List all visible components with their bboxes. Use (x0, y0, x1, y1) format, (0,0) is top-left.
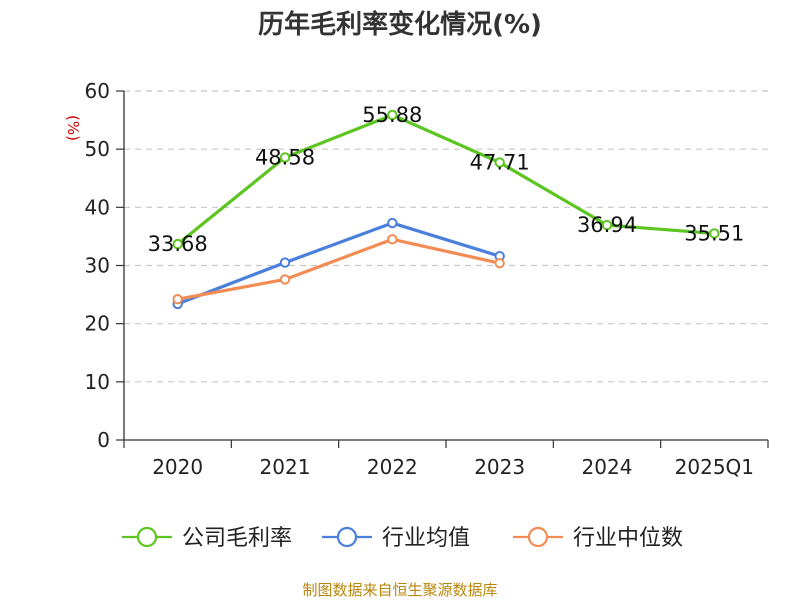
data-point (709, 228, 720, 239)
legend: 公司毛利率 行业均值 行业中位数 (122, 526, 683, 551)
legend-item-2: 行业中位数 (513, 526, 683, 551)
data-label: 33.68 (148, 232, 208, 256)
data-label: 47.71 (470, 150, 530, 174)
source-note: 制图数据来自恒生聚源数据库 (302, 581, 497, 599)
y-tick-label: 30 (85, 254, 110, 278)
series-line-2 (177, 237, 501, 301)
legend-label: 行业均值 (382, 526, 470, 551)
data-point (279, 274, 291, 285)
series-line-0 (176, 113, 715, 246)
y-tick-label: 10 (85, 370, 110, 394)
data-point (387, 109, 398, 121)
data-labels: 33.68 48.58 55.88 47.71 36.94 35.51 (148, 103, 745, 256)
legend-item-0: 公司毛利率 (122, 526, 292, 551)
x-tick-label: 2021 (260, 455, 311, 479)
legend-item-1: 行业均值 (322, 526, 470, 551)
data-point (387, 217, 398, 229)
x-tick-label: 2025Q1 (675, 455, 754, 479)
legend-label: 行业中位数 (573, 526, 683, 551)
x-tick-label: 2020 (152, 455, 203, 479)
y-axis-unit: (%) (64, 115, 82, 141)
grid-lines (124, 90, 768, 383)
axes: 0 10 20 30 40 50 60 2020 2021 2022 2023 2024 2025Q1 (85, 79, 769, 479)
series-line-1 (177, 221, 501, 306)
y-tick-label: 20 (85, 312, 110, 336)
legend-marker (527, 526, 549, 548)
legend-marker (336, 526, 358, 548)
data-label: 48.58 (255, 145, 315, 169)
legend-marker (136, 526, 158, 548)
data-point (494, 157, 505, 168)
data-point (279, 257, 291, 268)
x-tick-label: 2023 (474, 455, 525, 479)
data-point (601, 219, 613, 231)
legend-label: 公司毛利率 (182, 526, 292, 551)
data-point (387, 234, 398, 245)
x-tick-label: 2024 (582, 455, 633, 479)
y-tick-label: 60 (85, 79, 110, 103)
data-label: 36.94 (577, 213, 637, 237)
data-point (279, 152, 291, 163)
data-point (172, 294, 183, 305)
y-tick-label: 50 (85, 137, 110, 161)
data-point (172, 238, 183, 250)
y-tick-label: 40 (85, 195, 110, 219)
y-tick-label: 0 (97, 428, 110, 452)
x-tick-label: 2022 (367, 455, 418, 479)
data-point (494, 257, 505, 269)
series-lines (172, 109, 720, 310)
data-label: 35.51 (684, 221, 744, 245)
chart-title: 历年毛利率变化情况(%) (258, 9, 542, 40)
data-label: 55.88 (362, 103, 422, 127)
